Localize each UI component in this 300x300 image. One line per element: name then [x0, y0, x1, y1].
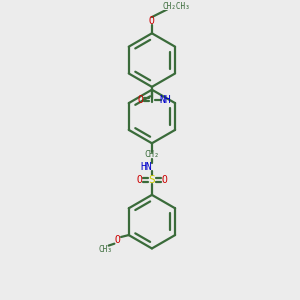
Text: CH₂: CH₂: [144, 150, 159, 159]
Text: O: O: [136, 175, 142, 184]
Text: CH₃: CH₃: [99, 245, 113, 254]
Text: O: O: [137, 95, 143, 105]
Text: O: O: [161, 175, 167, 184]
Text: O: O: [114, 235, 120, 245]
Text: HN: HN: [140, 162, 152, 172]
Text: S: S: [148, 175, 155, 184]
Text: NH: NH: [159, 95, 171, 105]
Text: O: O: [149, 16, 155, 26]
Text: CH₂CH₃: CH₂CH₃: [163, 2, 190, 11]
